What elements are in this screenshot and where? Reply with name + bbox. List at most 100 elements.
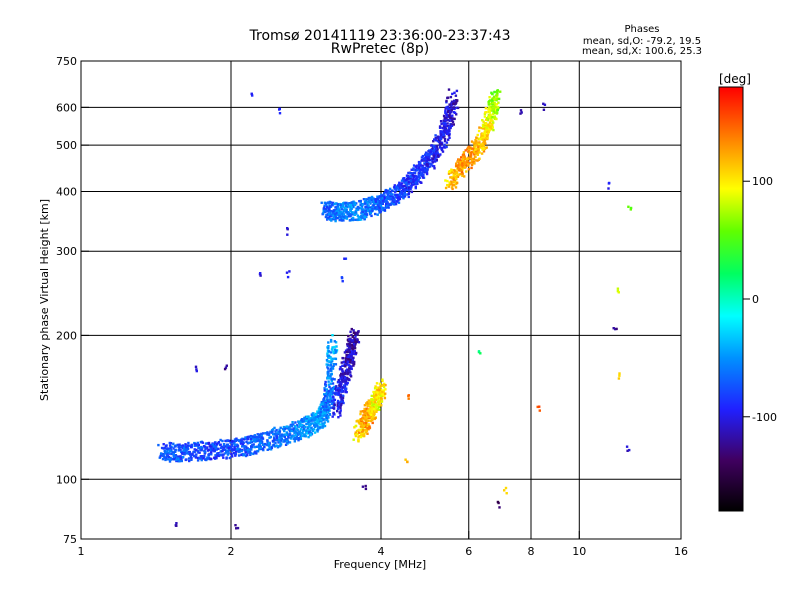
trace-point (263, 445, 266, 449)
trace-point (481, 136, 484, 140)
trace-point (217, 447, 220, 450)
trace-point (371, 208, 374, 211)
trace-point (369, 401, 372, 405)
trace-point (426, 161, 430, 164)
trace-point (376, 391, 379, 394)
trace-point (170, 458, 173, 461)
trace-point (298, 432, 301, 436)
trace-point (318, 406, 321, 409)
trace-point (491, 126, 494, 129)
trace-point (365, 416, 368, 419)
trace-point (340, 361, 343, 364)
echo-point (278, 112, 282, 115)
trace-point (475, 140, 478, 143)
trace-point (433, 138, 436, 141)
trace-point (190, 457, 193, 460)
trace-point (168, 449, 171, 452)
trace-point (457, 168, 460, 171)
trace-point (324, 207, 327, 211)
trace-point (326, 415, 330, 418)
trace-point (463, 162, 467, 165)
trace-point (376, 195, 379, 198)
trace-point (177, 445, 180, 448)
trace-point (482, 134, 486, 138)
trace-point (295, 427, 298, 431)
trace-point (487, 123, 490, 126)
trace-point (347, 354, 351, 357)
trace-point (234, 454, 237, 457)
trace-point (284, 443, 288, 446)
trace-point (201, 441, 204, 444)
trace-point (420, 172, 423, 175)
trace-point (343, 371, 347, 375)
trace-point (354, 434, 358, 438)
echo-point (616, 287, 620, 290)
trace-point (348, 338, 351, 341)
trace-point (207, 441, 211, 445)
trace-point (373, 403, 377, 407)
trace-point (323, 421, 326, 424)
trace-point (359, 215, 363, 218)
echo-point (235, 527, 238, 530)
trace-point (352, 356, 355, 359)
trace-point (348, 343, 351, 346)
trace-point (353, 352, 356, 356)
trace-point (361, 216, 364, 219)
trace-point (424, 153, 427, 156)
trace-point (335, 202, 338, 205)
trace-point (403, 191, 406, 194)
trace-point (485, 124, 488, 128)
trace-point (357, 330, 360, 333)
y-tick-label: 300 (56, 245, 77, 258)
trace-point (395, 189, 398, 192)
trace-point (336, 403, 339, 407)
trace-point (433, 152, 436, 156)
trace-point (188, 444, 191, 447)
trace-point (233, 442, 236, 445)
trace-point (453, 111, 457, 114)
y-tick-label: 750 (56, 55, 77, 68)
trace-point (240, 453, 243, 457)
trace-point (447, 185, 451, 188)
trace-point (465, 159, 469, 163)
trace-point (445, 116, 448, 120)
trace-point (393, 185, 396, 189)
trace-point (322, 418, 326, 421)
trace-point (301, 432, 304, 435)
trace-point (369, 211, 372, 215)
trace-point (168, 451, 171, 454)
trace-point (361, 212, 364, 215)
trace-point (325, 388, 328, 391)
trace-point (263, 442, 266, 446)
trace-point (408, 172, 412, 175)
trace-point (256, 450, 260, 453)
trace-point (292, 435, 295, 438)
trace-point (390, 198, 394, 201)
trace-point (449, 95, 453, 99)
trace-point (495, 95, 499, 99)
trace-point (351, 343, 354, 347)
trace-point (300, 425, 304, 428)
trace-point (448, 170, 452, 173)
trace-point (344, 205, 348, 208)
trace-point (293, 429, 296, 433)
trace-point (448, 181, 451, 184)
trace-point (241, 445, 244, 448)
trace-point (308, 419, 311, 422)
trace-point (371, 205, 374, 208)
trace-point (328, 398, 331, 402)
trace-point (332, 400, 335, 404)
trace-point (272, 433, 275, 436)
echo-point (251, 94, 254, 97)
trace-point (454, 175, 457, 178)
trace-point (435, 152, 438, 155)
trace-point (365, 429, 369, 433)
trace-point (469, 157, 472, 161)
trace-point (375, 393, 378, 396)
trace-point (186, 451, 189, 454)
trace-point (442, 133, 445, 137)
trace-point (162, 447, 165, 450)
trace-point (181, 450, 184, 453)
trace-point (366, 402, 369, 405)
trace-point (176, 456, 179, 460)
